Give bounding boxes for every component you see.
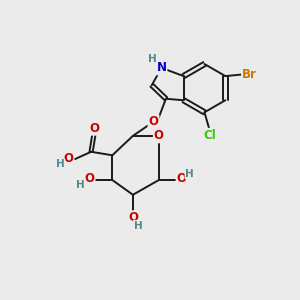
Text: N: N	[157, 61, 166, 74]
Text: Br: Br	[242, 68, 257, 81]
Text: O: O	[89, 122, 99, 135]
Text: H: H	[185, 169, 194, 178]
Text: H: H	[134, 221, 142, 231]
Text: H: H	[148, 54, 156, 64]
Text: O: O	[154, 129, 164, 142]
Text: O: O	[177, 172, 187, 185]
Text: H: H	[56, 159, 64, 170]
Text: Cl: Cl	[203, 129, 216, 142]
Text: O: O	[63, 152, 74, 165]
Text: O: O	[148, 115, 158, 128]
Text: H: H	[76, 180, 85, 190]
Text: O: O	[128, 211, 139, 224]
Text: O: O	[84, 172, 94, 185]
